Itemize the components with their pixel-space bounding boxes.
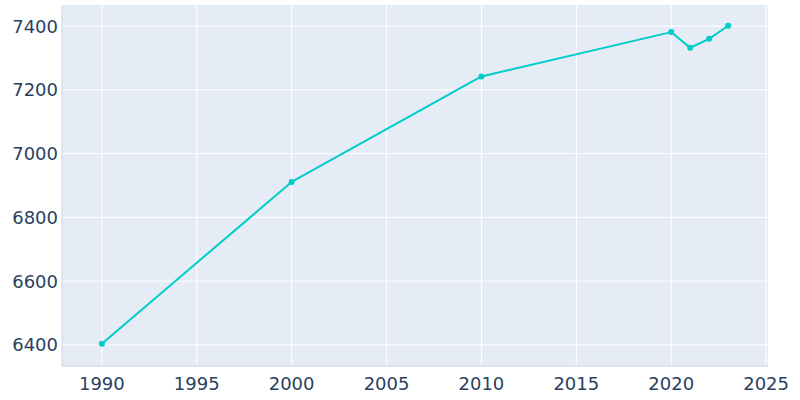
y-grid-line <box>62 281 768 282</box>
x-grid-line <box>576 5 577 366</box>
point[interactable] <box>289 179 295 185</box>
y-grid-line <box>62 153 768 154</box>
x-tick-label: 2025 <box>743 373 789 394</box>
point[interactable] <box>99 341 105 347</box>
x-grid-line <box>291 5 292 366</box>
chart-container: 1990 1995 2000 2005 2010 2015 2020 2025 6400 6600… <box>0 0 800 400</box>
y-grid-line <box>62 89 768 90</box>
x-grid-line <box>196 5 197 366</box>
y-tick-label: 6600 <box>12 271 58 292</box>
y-tick-label: 6400 <box>12 334 58 355</box>
y-tick-label: 6800 <box>12 207 58 228</box>
x-grid-line <box>386 5 387 366</box>
point[interactable] <box>687 45 693 51</box>
x-tick-label: 2015 <box>553 373 599 394</box>
line <box>102 26 728 344</box>
x-tick-label: 2005 <box>364 373 410 394</box>
x-grid-line <box>766 5 767 366</box>
y-grid-line <box>62 26 768 27</box>
chart-svg: 1990 1995 2000 2005 2010 2015 2020 2025 6400 6600… <box>0 0 800 400</box>
point[interactable] <box>725 23 731 29</box>
x-grid-line <box>671 5 672 366</box>
point[interactable] <box>706 36 712 42</box>
y-tick-label: 7200 <box>12 79 58 100</box>
data-layer <box>99 23 731 347</box>
x-grid-line <box>481 5 482 366</box>
plot-background <box>62 5 768 366</box>
x-tick-label: 2020 <box>648 373 694 394</box>
x-tick-label: 2000 <box>269 373 315 394</box>
x-tick-label: 1990 <box>79 373 125 394</box>
x-tick-label: 2010 <box>459 373 505 394</box>
y-tick-label: 7000 <box>12 143 58 164</box>
y-grid-line <box>62 344 768 345</box>
y-tick-label: 7400 <box>12 16 58 37</box>
x-axis-line <box>62 366 768 367</box>
x-tick-label: 1995 <box>174 373 220 394</box>
grid <box>62 5 768 366</box>
y-grid-line <box>62 217 768 218</box>
y-axis-line <box>62 5 63 366</box>
point[interactable] <box>478 73 484 79</box>
point[interactable] <box>668 29 674 35</box>
x-grid-line <box>101 5 102 366</box>
